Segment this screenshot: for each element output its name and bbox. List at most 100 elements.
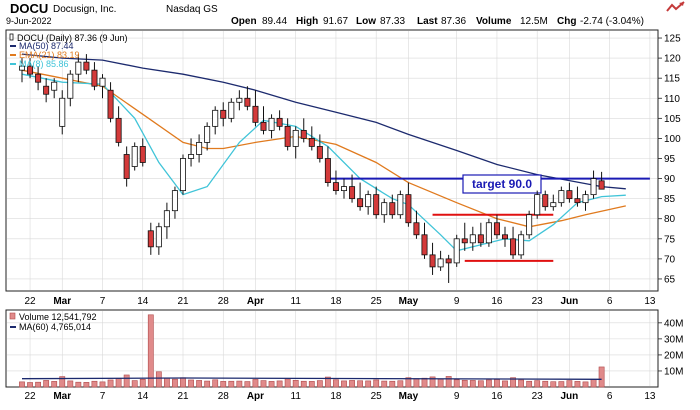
candle-body bbox=[59, 97, 66, 127]
volume-bar bbox=[212, 379, 219, 388]
candle bbox=[196, 134, 203, 163]
candle bbox=[188, 138, 195, 167]
candle-body bbox=[171, 190, 178, 212]
candle bbox=[155, 222, 162, 255]
legend-item-ema21: EMA(21) 83.19 bbox=[10, 50, 80, 60]
candle-body bbox=[405, 194, 412, 224]
x-tick-label: May bbox=[399, 296, 419, 307]
volume-bar bbox=[147, 314, 154, 388]
candle-body bbox=[18, 65, 25, 71]
candle-body bbox=[284, 125, 291, 147]
candle-body bbox=[365, 194, 372, 208]
candle-body bbox=[228, 101, 235, 119]
x-tick-label: 9 bbox=[454, 296, 460, 307]
candle bbox=[59, 90, 66, 135]
high-value: 91.67 bbox=[323, 16, 348, 27]
volume-bar bbox=[51, 381, 58, 388]
volume-panel bbox=[5, 309, 659, 388]
target-label: target 90.0 bbox=[472, 177, 532, 191]
candle bbox=[389, 194, 396, 219]
candle bbox=[163, 202, 170, 239]
volume-bar bbox=[324, 376, 331, 388]
x-tick-label: 25 bbox=[371, 296, 383, 307]
volume-bar bbox=[518, 379, 524, 388]
price-legend: DOCU (Daily) 87.36 (9 Jun) MA(50) 87.44 … bbox=[9, 33, 128, 69]
candle bbox=[99, 74, 106, 99]
volume-legend: Volume 12,541,792 MA(60) 4,765,014 bbox=[9, 312, 97, 332]
candle bbox=[292, 126, 299, 159]
candle bbox=[381, 198, 388, 223]
low-value: 87.33 bbox=[380, 16, 405, 27]
candle-body bbox=[485, 222, 492, 244]
candle-body bbox=[316, 146, 323, 159]
candle-body bbox=[526, 214, 533, 236]
candle-body bbox=[349, 186, 356, 200]
candle bbox=[485, 218, 492, 247]
price-grid bbox=[7, 31, 657, 290]
quote-summary: Open 89.44 High 91.67 Low 87.33 Last 87.… bbox=[231, 16, 644, 27]
candle-body bbox=[501, 234, 508, 240]
volume-x-tick-label: 9 bbox=[454, 391, 460, 402]
volume-bar bbox=[300, 380, 307, 388]
candle bbox=[27, 58, 34, 79]
volume-x-tick-label: 22 bbox=[24, 391, 36, 402]
candle bbox=[518, 230, 525, 259]
candle-body bbox=[437, 258, 444, 268]
x-tick-label: 7 bbox=[100, 296, 106, 307]
volume-bar bbox=[188, 379, 194, 388]
candle-body bbox=[445, 258, 452, 264]
volume-bar bbox=[67, 380, 74, 388]
candle bbox=[493, 214, 500, 239]
candle-body bbox=[566, 190, 573, 200]
last-label: Last bbox=[417, 16, 438, 27]
x-tick-label: 16 bbox=[491, 296, 503, 307]
volume-bar bbox=[236, 380, 243, 388]
candle bbox=[18, 58, 25, 83]
candle bbox=[349, 174, 356, 203]
volume-tick-label: 10M bbox=[664, 366, 683, 377]
volume-value: 12.5M bbox=[520, 16, 548, 27]
volume-bar bbox=[429, 376, 436, 388]
candle-body bbox=[147, 230, 154, 248]
candle bbox=[421, 222, 428, 259]
price-tick-label: 65 bbox=[664, 274, 676, 285]
volume-grid bbox=[7, 311, 657, 386]
volume-bar bbox=[292, 379, 299, 388]
x-tick-label: Jun bbox=[561, 296, 579, 307]
volume-x-tick-label: Jun bbox=[561, 391, 579, 402]
volume-bar bbox=[27, 382, 33, 388]
candle-body bbox=[204, 125, 211, 143]
volume-x-axis: 22 Mar 7 14 21 28 Apr 11 18 25 May 9 16 23 Jun 6 13 bbox=[24, 391, 655, 402]
legend-ma50-label: MA(50) 87.44 bbox=[19, 41, 74, 51]
volume-bar bbox=[123, 374, 130, 388]
candle bbox=[316, 134, 323, 163]
candle bbox=[260, 106, 267, 135]
candle bbox=[276, 110, 283, 131]
volume-bar bbox=[365, 380, 372, 388]
candle bbox=[91, 62, 98, 91]
volume-tick-label: 20M bbox=[664, 350, 683, 361]
volume-bar bbox=[461, 379, 468, 388]
ema21-line bbox=[21, 69, 626, 228]
price-tick-label: 115 bbox=[664, 74, 680, 85]
candle bbox=[284, 118, 291, 151]
candle bbox=[469, 226, 476, 251]
candle-body bbox=[493, 222, 500, 236]
candle-body bbox=[115, 117, 122, 143]
chg-value: -2.74 (-3.04%) bbox=[580, 16, 644, 27]
candle-body bbox=[163, 210, 170, 228]
high-label: High bbox=[296, 16, 318, 27]
candle-body bbox=[51, 81, 58, 91]
volume-x-tick-label: Apr bbox=[247, 391, 264, 402]
candle-body bbox=[421, 234, 428, 256]
stockcharts-logo bbox=[666, 1, 685, 12]
volume-bar bbox=[180, 377, 186, 388]
volume-x-tick-label: 25 bbox=[371, 391, 383, 402]
x-tick-label: 23 bbox=[532, 296, 544, 307]
legend-item-ma8: MA(8) 85.86 bbox=[10, 59, 69, 69]
x-tick-label: 6 bbox=[607, 296, 613, 307]
candle bbox=[461, 222, 468, 251]
price-tick-label: 95 bbox=[664, 154, 676, 165]
candle-body bbox=[389, 202, 396, 216]
